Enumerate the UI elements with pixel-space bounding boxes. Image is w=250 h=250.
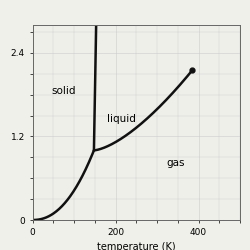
Text: gas: gas bbox=[166, 158, 185, 168]
X-axis label: temperature (K): temperature (K) bbox=[97, 242, 176, 250]
Text: solid: solid bbox=[52, 86, 76, 96]
Text: liquid: liquid bbox=[107, 114, 136, 124]
